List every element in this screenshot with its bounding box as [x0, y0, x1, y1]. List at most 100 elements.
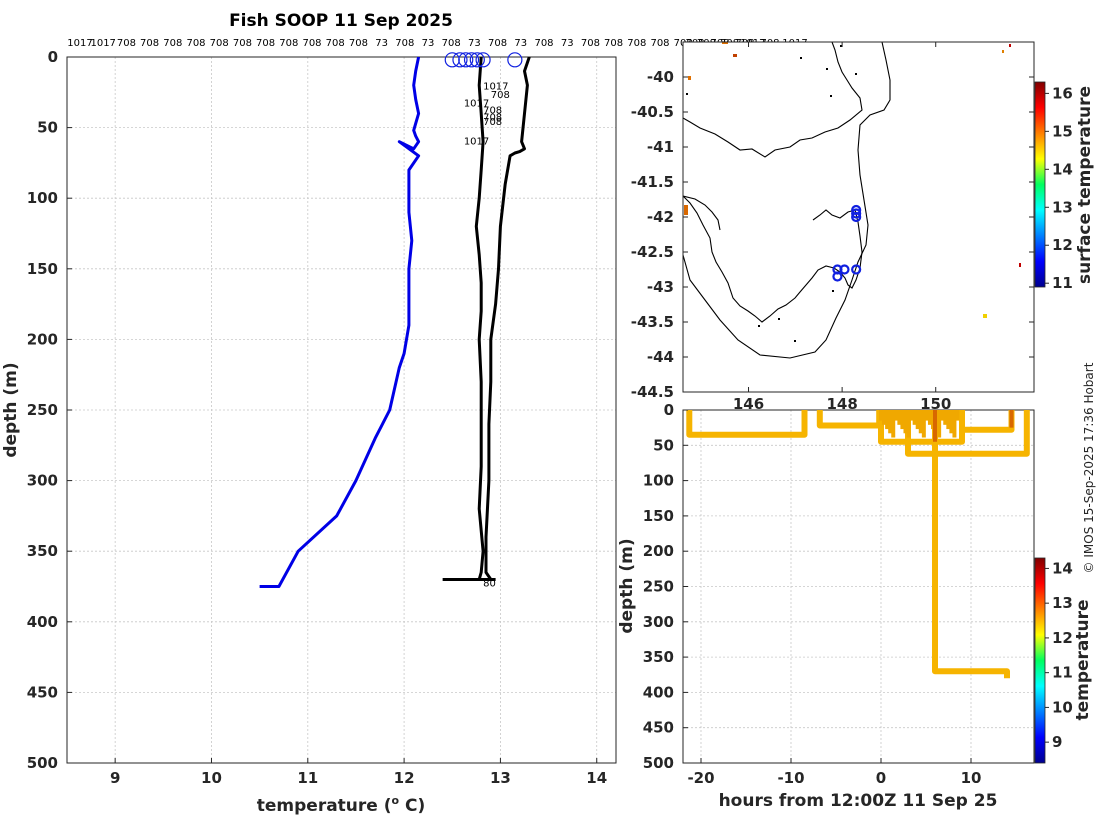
mainland-coastline — [683, 42, 863, 158]
timeseries-panel: 146 148 150 -20 -10 0 10 0 50 100 150 200 250 300 35… — [617, 395, 1093, 811]
ts-y-tick-label: 0 — [664, 401, 674, 419]
cast-annotation: 708 — [483, 117, 502, 128]
top-cast-label: 708 — [140, 38, 159, 49]
ts-colorbar-tick-label: 11 — [1052, 664, 1073, 682]
top-cast-label: 708 — [233, 38, 252, 49]
top-cast-label: 708 — [442, 38, 461, 49]
top-cast-label: 708 — [326, 38, 345, 49]
cast-annotation: 1017 — [483, 81, 508, 92]
top-cast-label: 708 — [163, 38, 182, 49]
top-cast-label: 708 — [534, 38, 553, 49]
map-colorbar-tick-label: 16 — [1052, 84, 1073, 102]
y-tick-label: 400 — [27, 613, 58, 631]
timeseries-colorbar-label: temperature — [1073, 599, 1093, 720]
lat-tick-label: -44 — [647, 348, 674, 366]
y-tick-label: 250 — [27, 401, 58, 419]
timeseries-top-labels: 146 148 150 — [733, 395, 952, 413]
y-axis-label: depth (m) — [1, 362, 21, 457]
ts-y-tick-label: 350 — [643, 648, 674, 666]
y-tick-label: 500 — [27, 754, 58, 772]
x-axis-label: temperature (o C) — [257, 794, 426, 816]
profile-axes-box — [66, 56, 617, 764]
top-cast-label: 708 — [627, 38, 646, 49]
map-cast-position — [832, 271, 843, 282]
top-cast-label: 708 — [256, 38, 275, 49]
chart-title: Fish SOOP 11 Sep 2025 — [229, 11, 453, 31]
cast-annotation: 708 — [483, 105, 502, 116]
map-colorbar-tick-label: 14 — [1052, 160, 1073, 178]
top-cast-label: 708 — [117, 38, 136, 49]
top-cast-label: 708 — [488, 38, 507, 49]
y-tick-label: 100 — [27, 189, 58, 207]
map-cast-position — [839, 264, 850, 275]
map-cast-position — [851, 264, 862, 275]
y-tick-label: 150 — [27, 260, 58, 278]
ts-lon-label: 150 — [920, 395, 951, 413]
y-tick-label: 300 — [27, 472, 58, 490]
lat-tick-label: -44.5 — [631, 383, 674, 401]
ts-y-tick-label: 300 — [643, 613, 674, 631]
ts-colorbar-tick-label: 13 — [1052, 594, 1073, 612]
ts-colorbar-tick-label: 14 — [1052, 559, 1073, 577]
top-cast-label: 1017 — [67, 38, 92, 49]
top-cast-label: 708 — [279, 38, 298, 49]
top-cast-label: 708 — [581, 38, 600, 49]
map-colorbar: 11 12 13 14 15 16 surface temperature — [1034, 81, 1095, 292]
map-colorbar-tick-label: 12 — [1052, 236, 1073, 254]
coast-dots — [686, 45, 857, 342]
lat-tick-label: -40 — [647, 68, 674, 86]
lat-tick-label: -42 — [647, 208, 674, 226]
cast-annotation: 1017 — [464, 98, 489, 109]
tasmania-north-coast — [683, 195, 721, 231]
map-lat-ticks: -40 -40.5 -41 -41.5 -42 -42.5 -43 -43.5 -44 -44.5 — [631, 68, 1034, 401]
ts-x-tick-label: -10 — [777, 769, 804, 787]
ts-y-tick-label: 450 — [643, 719, 674, 737]
y-tick-label: 200 — [27, 330, 58, 348]
y-tick-label: 50 — [37, 119, 58, 137]
map-colorbar-gradient — [1034, 81, 1046, 288]
temperature-track — [686, 410, 808, 438]
top-cast-label: 73 — [514, 38, 527, 49]
cast-annotation: 708 — [491, 90, 510, 101]
profile-series — [259, 57, 531, 588]
series-line-cast-1 — [484, 57, 531, 581]
y-tick-label: 450 — [27, 683, 58, 701]
y-tick-label: 350 — [27, 542, 58, 560]
temperature-track — [959, 410, 1015, 433]
timeseries-x-ticks: -20 -10 0 10 — [687, 758, 981, 787]
timeseries-colorbar: 9 10 11 12 13 14 temperature — [1034, 557, 1093, 764]
top-cast-label: 708 — [650, 38, 669, 49]
cast-marker — [507, 52, 523, 68]
profile-gridlines — [67, 56, 616, 764]
ts-colorbar-tick-label: 12 — [1052, 629, 1073, 647]
ts-y-tick-label: 400 — [643, 683, 674, 701]
x-tick-label: 14 — [586, 769, 607, 787]
cast-annotation: 80 — [483, 579, 496, 590]
cast-annotation: 1017 — [464, 137, 489, 148]
timeseries-y-ticks: 0 50 100 150 200 250 300 350 400 450 500 — [643, 401, 688, 772]
ts-lon-label: 146 — [733, 395, 764, 413]
timeseries-tracks — [686, 410, 1030, 679]
ts-y-tick-label: 250 — [643, 578, 674, 596]
map-lon-ticks — [748, 42, 937, 392]
map-cast-position — [851, 208, 862, 219]
tasmania-coastline — [683, 195, 863, 323]
cast-marker — [444, 52, 460, 68]
timeseries-colorbar-gradient — [1034, 557, 1046, 764]
map-colorbar-label: surface temperature — [1075, 86, 1095, 284]
ts-x-tick-label: 0 — [876, 769, 886, 787]
lat-tick-label: -41 — [647, 138, 674, 156]
lat-tick-label: -43 — [647, 278, 674, 296]
top-cast-label: 708 — [604, 38, 623, 49]
ts-y-tick-label: 150 — [643, 507, 674, 525]
cast-annotation: 708 — [483, 113, 502, 124]
ts-colorbar-tick-label: 9 — [1052, 733, 1062, 751]
top-cast-label: 73 — [561, 38, 574, 49]
temperature-track — [932, 410, 1010, 679]
x-tick-label: 13 — [490, 769, 511, 787]
map-colorbar-tick-label: 15 — [1052, 122, 1073, 140]
cast-marker — [458, 52, 474, 68]
